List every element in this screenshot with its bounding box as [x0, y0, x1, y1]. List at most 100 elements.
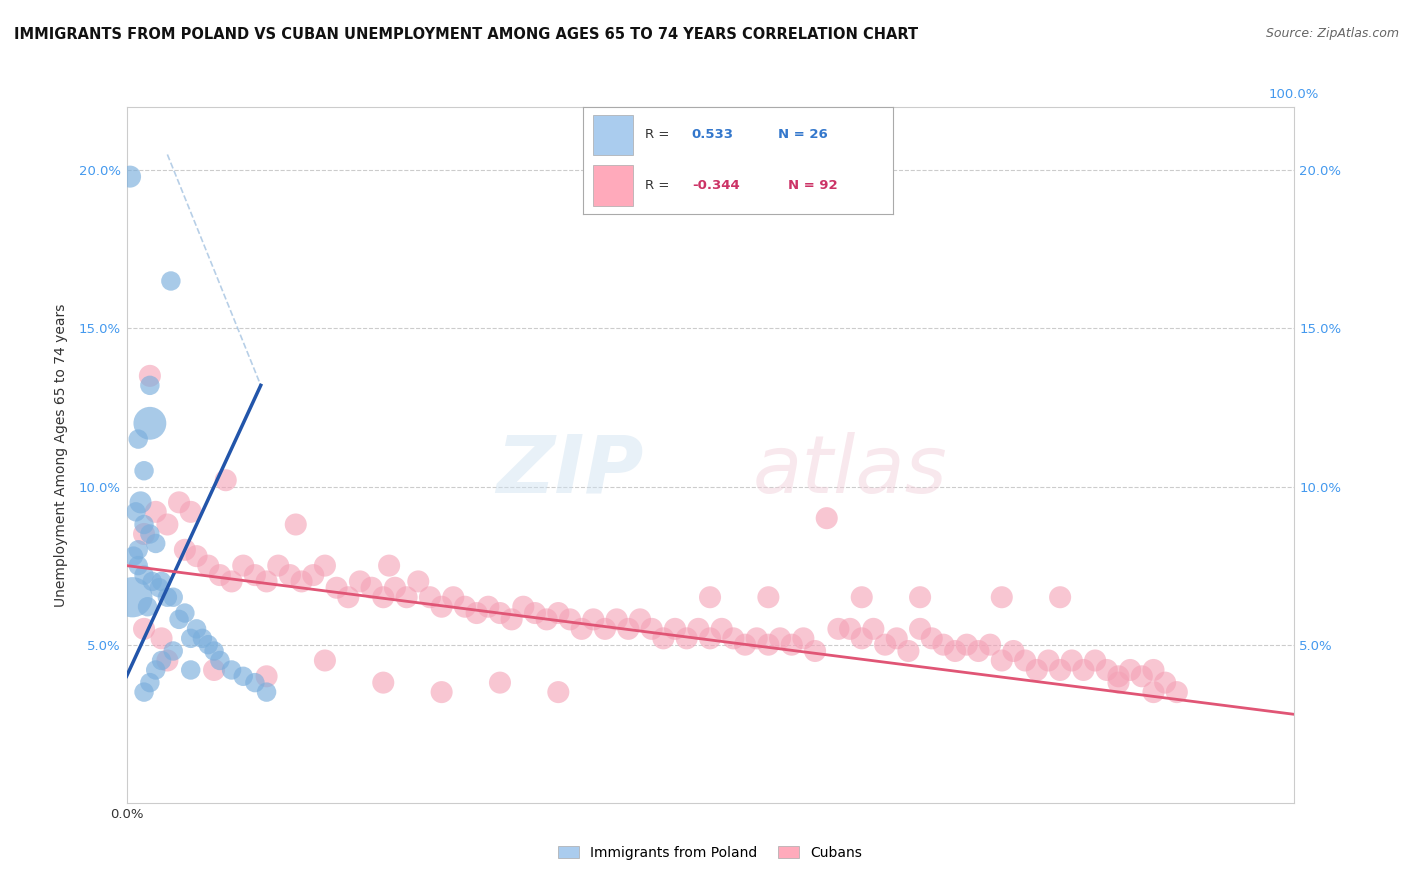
- Text: N = 92: N = 92: [787, 178, 837, 192]
- Point: [349, 574, 371, 589]
- Point: [180, 505, 202, 519]
- Point: [827, 622, 849, 636]
- Point: [384, 581, 406, 595]
- Point: [477, 599, 499, 614]
- Point: [441, 591, 464, 605]
- Text: atlas: atlas: [752, 432, 948, 509]
- Point: [419, 591, 441, 605]
- Point: [990, 591, 1012, 605]
- Point: [167, 495, 190, 509]
- Point: [139, 675, 162, 690]
- Text: Source: ZipAtlas.com: Source: ZipAtlas.com: [1265, 27, 1399, 40]
- Point: [617, 622, 640, 636]
- Point: [582, 612, 605, 626]
- Y-axis label: Unemployment Among Ages 65 to 74 years: Unemployment Among Ages 65 to 74 years: [53, 303, 67, 607]
- Point: [337, 591, 360, 605]
- Point: [132, 685, 155, 699]
- Point: [132, 568, 155, 582]
- Point: [652, 632, 675, 646]
- Point: [862, 622, 884, 636]
- Point: [723, 632, 745, 646]
- Point: [145, 536, 167, 550]
- Point: [373, 591, 395, 605]
- Point: [132, 622, 155, 636]
- Point: [221, 574, 243, 589]
- Point: [156, 591, 179, 605]
- Point: [221, 663, 243, 677]
- Point: [191, 632, 214, 646]
- Point: [145, 663, 167, 677]
- Point: [208, 568, 231, 582]
- Text: -0.344: -0.344: [692, 178, 740, 192]
- Point: [145, 505, 167, 519]
- Legend: Immigrants from Poland, Cubans: Immigrants from Poland, Cubans: [553, 840, 868, 865]
- Point: [1130, 669, 1153, 683]
- Point: [1119, 663, 1142, 677]
- Point: [769, 632, 792, 646]
- Point: [501, 612, 523, 626]
- Point: [162, 644, 184, 658]
- Point: [932, 638, 955, 652]
- Point: [908, 622, 931, 636]
- Point: [943, 644, 966, 658]
- Point: [139, 368, 162, 383]
- Point: [148, 581, 170, 595]
- Point: [314, 653, 336, 667]
- Point: [640, 622, 664, 636]
- Point: [302, 568, 325, 582]
- Point: [571, 622, 593, 636]
- Text: N = 26: N = 26: [779, 128, 828, 141]
- Point: [202, 663, 225, 677]
- Point: [593, 622, 616, 636]
- Point: [243, 675, 266, 690]
- Point: [745, 632, 768, 646]
- Point: [897, 644, 920, 658]
- Point: [628, 612, 651, 626]
- Point: [132, 517, 155, 532]
- Point: [186, 549, 208, 563]
- Point: [851, 591, 873, 605]
- Point: [699, 591, 721, 605]
- Point: [150, 653, 173, 667]
- Point: [122, 549, 145, 563]
- Point: [756, 638, 779, 652]
- Point: [908, 591, 931, 605]
- Point: [215, 473, 238, 487]
- Point: [815, 511, 838, 525]
- Text: ZIP: ZIP: [496, 432, 644, 509]
- Point: [1084, 653, 1107, 667]
- Point: [256, 685, 278, 699]
- Point: [489, 675, 512, 690]
- Point: [186, 622, 208, 636]
- Point: [197, 558, 219, 573]
- Point: [699, 632, 721, 646]
- Point: [202, 644, 225, 658]
- Point: [886, 632, 908, 646]
- Point: [1025, 663, 1047, 677]
- Point: [465, 606, 488, 620]
- Point: [1002, 644, 1025, 658]
- Point: [430, 599, 453, 614]
- Point: [278, 568, 301, 582]
- Point: [139, 378, 162, 392]
- Point: [990, 653, 1012, 667]
- Point: [780, 638, 803, 652]
- Point: [208, 653, 231, 667]
- Point: [1142, 685, 1164, 699]
- Point: [979, 638, 1001, 652]
- Point: [1095, 663, 1118, 677]
- Point: [290, 574, 312, 589]
- Point: [197, 638, 219, 652]
- Point: [139, 527, 162, 541]
- Point: [734, 638, 756, 652]
- Point: [129, 495, 152, 509]
- Point: [606, 612, 628, 626]
- Point: [489, 606, 512, 620]
- Point: [360, 581, 382, 595]
- Point: [710, 622, 733, 636]
- Point: [156, 653, 179, 667]
- Point: [395, 591, 418, 605]
- Point: [1073, 663, 1095, 677]
- Text: R =: R =: [645, 178, 669, 192]
- Point: [125, 505, 148, 519]
